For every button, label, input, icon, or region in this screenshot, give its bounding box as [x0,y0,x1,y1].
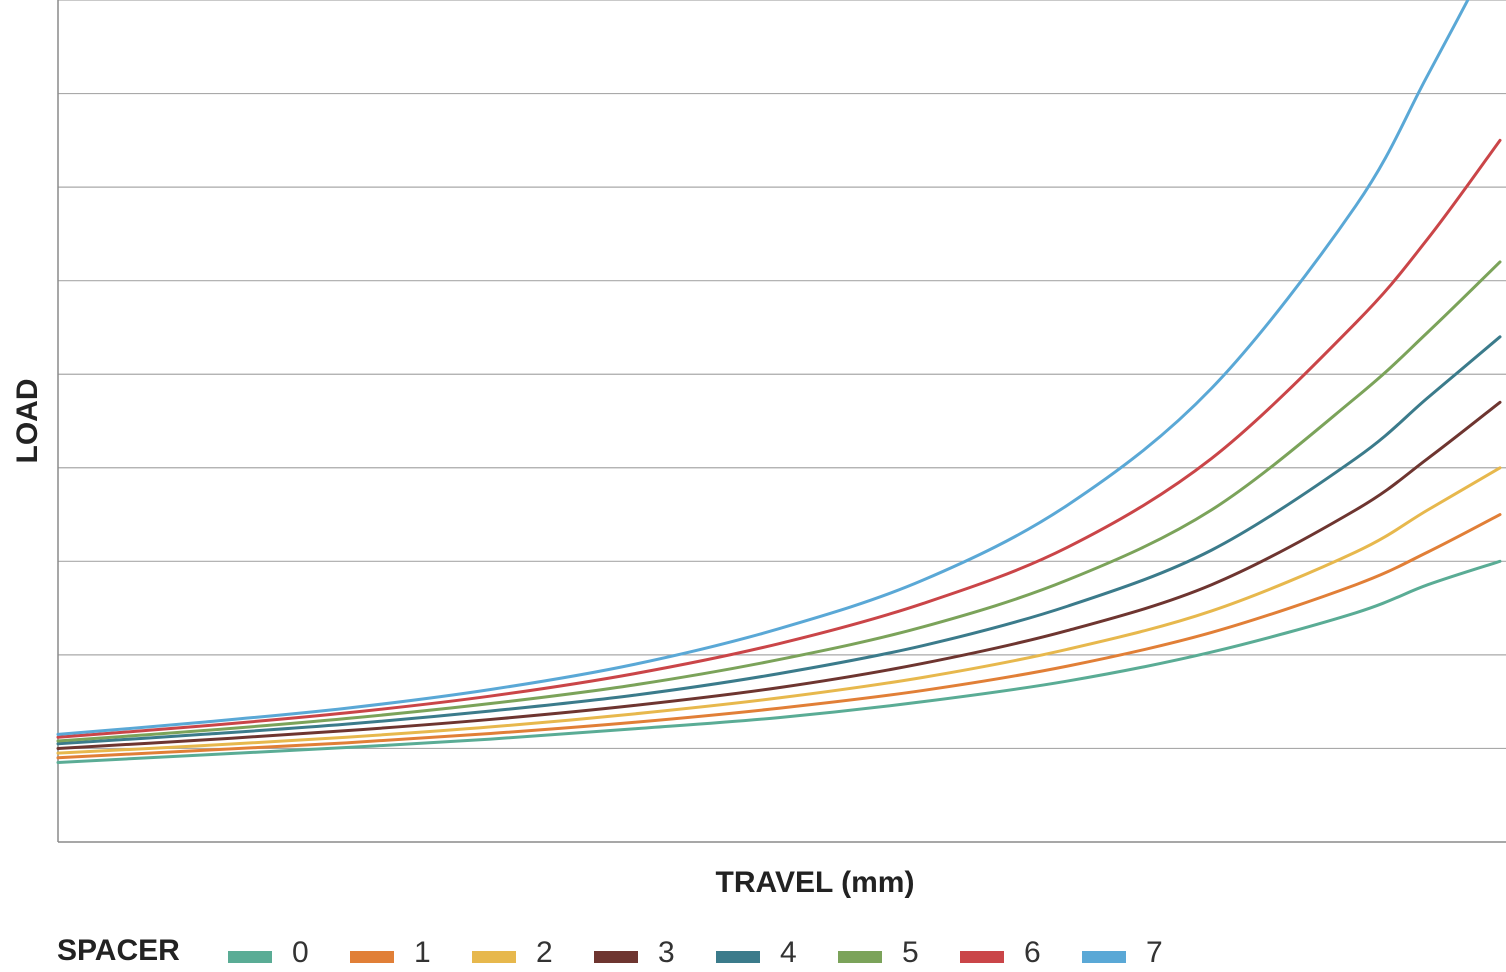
legend-label-0: 0 [292,936,309,969]
legend-label-6: 6 [1024,936,1041,969]
legend-swatch-6 [960,951,1004,963]
legend-label-7: 7 [1146,936,1163,969]
x-axis-label: TRAVEL (mm) [716,866,915,899]
legend-label-4: 4 [780,936,797,969]
legend-swatch-7 [1082,951,1126,963]
grid-lines [58,0,1506,750]
legend-title: SPACER [57,934,180,967]
series-lines [56,0,1502,764]
series-line-spacer-3 [56,400,1502,750]
load-travel-chart: LOAD TRAVEL (mm) [11,0,1506,899]
series-line-spacer-4 [56,335,1502,746]
legend-label-1: 1 [414,936,431,969]
legend-label-3: 3 [658,936,675,969]
legend-swatch-2 [472,951,516,963]
legend: SPACER 0 1 2 3 4 5 6 7 [0,930,1506,972]
legend-swatch-1 [350,951,394,963]
series-line-spacer-6 [56,138,1502,739]
legend-label-2: 2 [536,936,553,969]
series-line-spacer-0 [56,559,1502,764]
series-line-spacer-7 [56,0,1470,736]
legend-label-5: 5 [902,936,919,969]
series-line-spacer-5 [56,260,1502,743]
legend-swatch-3 [594,951,638,963]
legend-swatch-5 [838,951,882,963]
legend-swatch-0 [228,951,272,963]
y-axis-label: LOAD [11,379,44,464]
legend-swatch-4 [716,951,760,963]
series-line-spacer-2 [56,466,1502,755]
series-line-spacer-1 [56,513,1502,760]
